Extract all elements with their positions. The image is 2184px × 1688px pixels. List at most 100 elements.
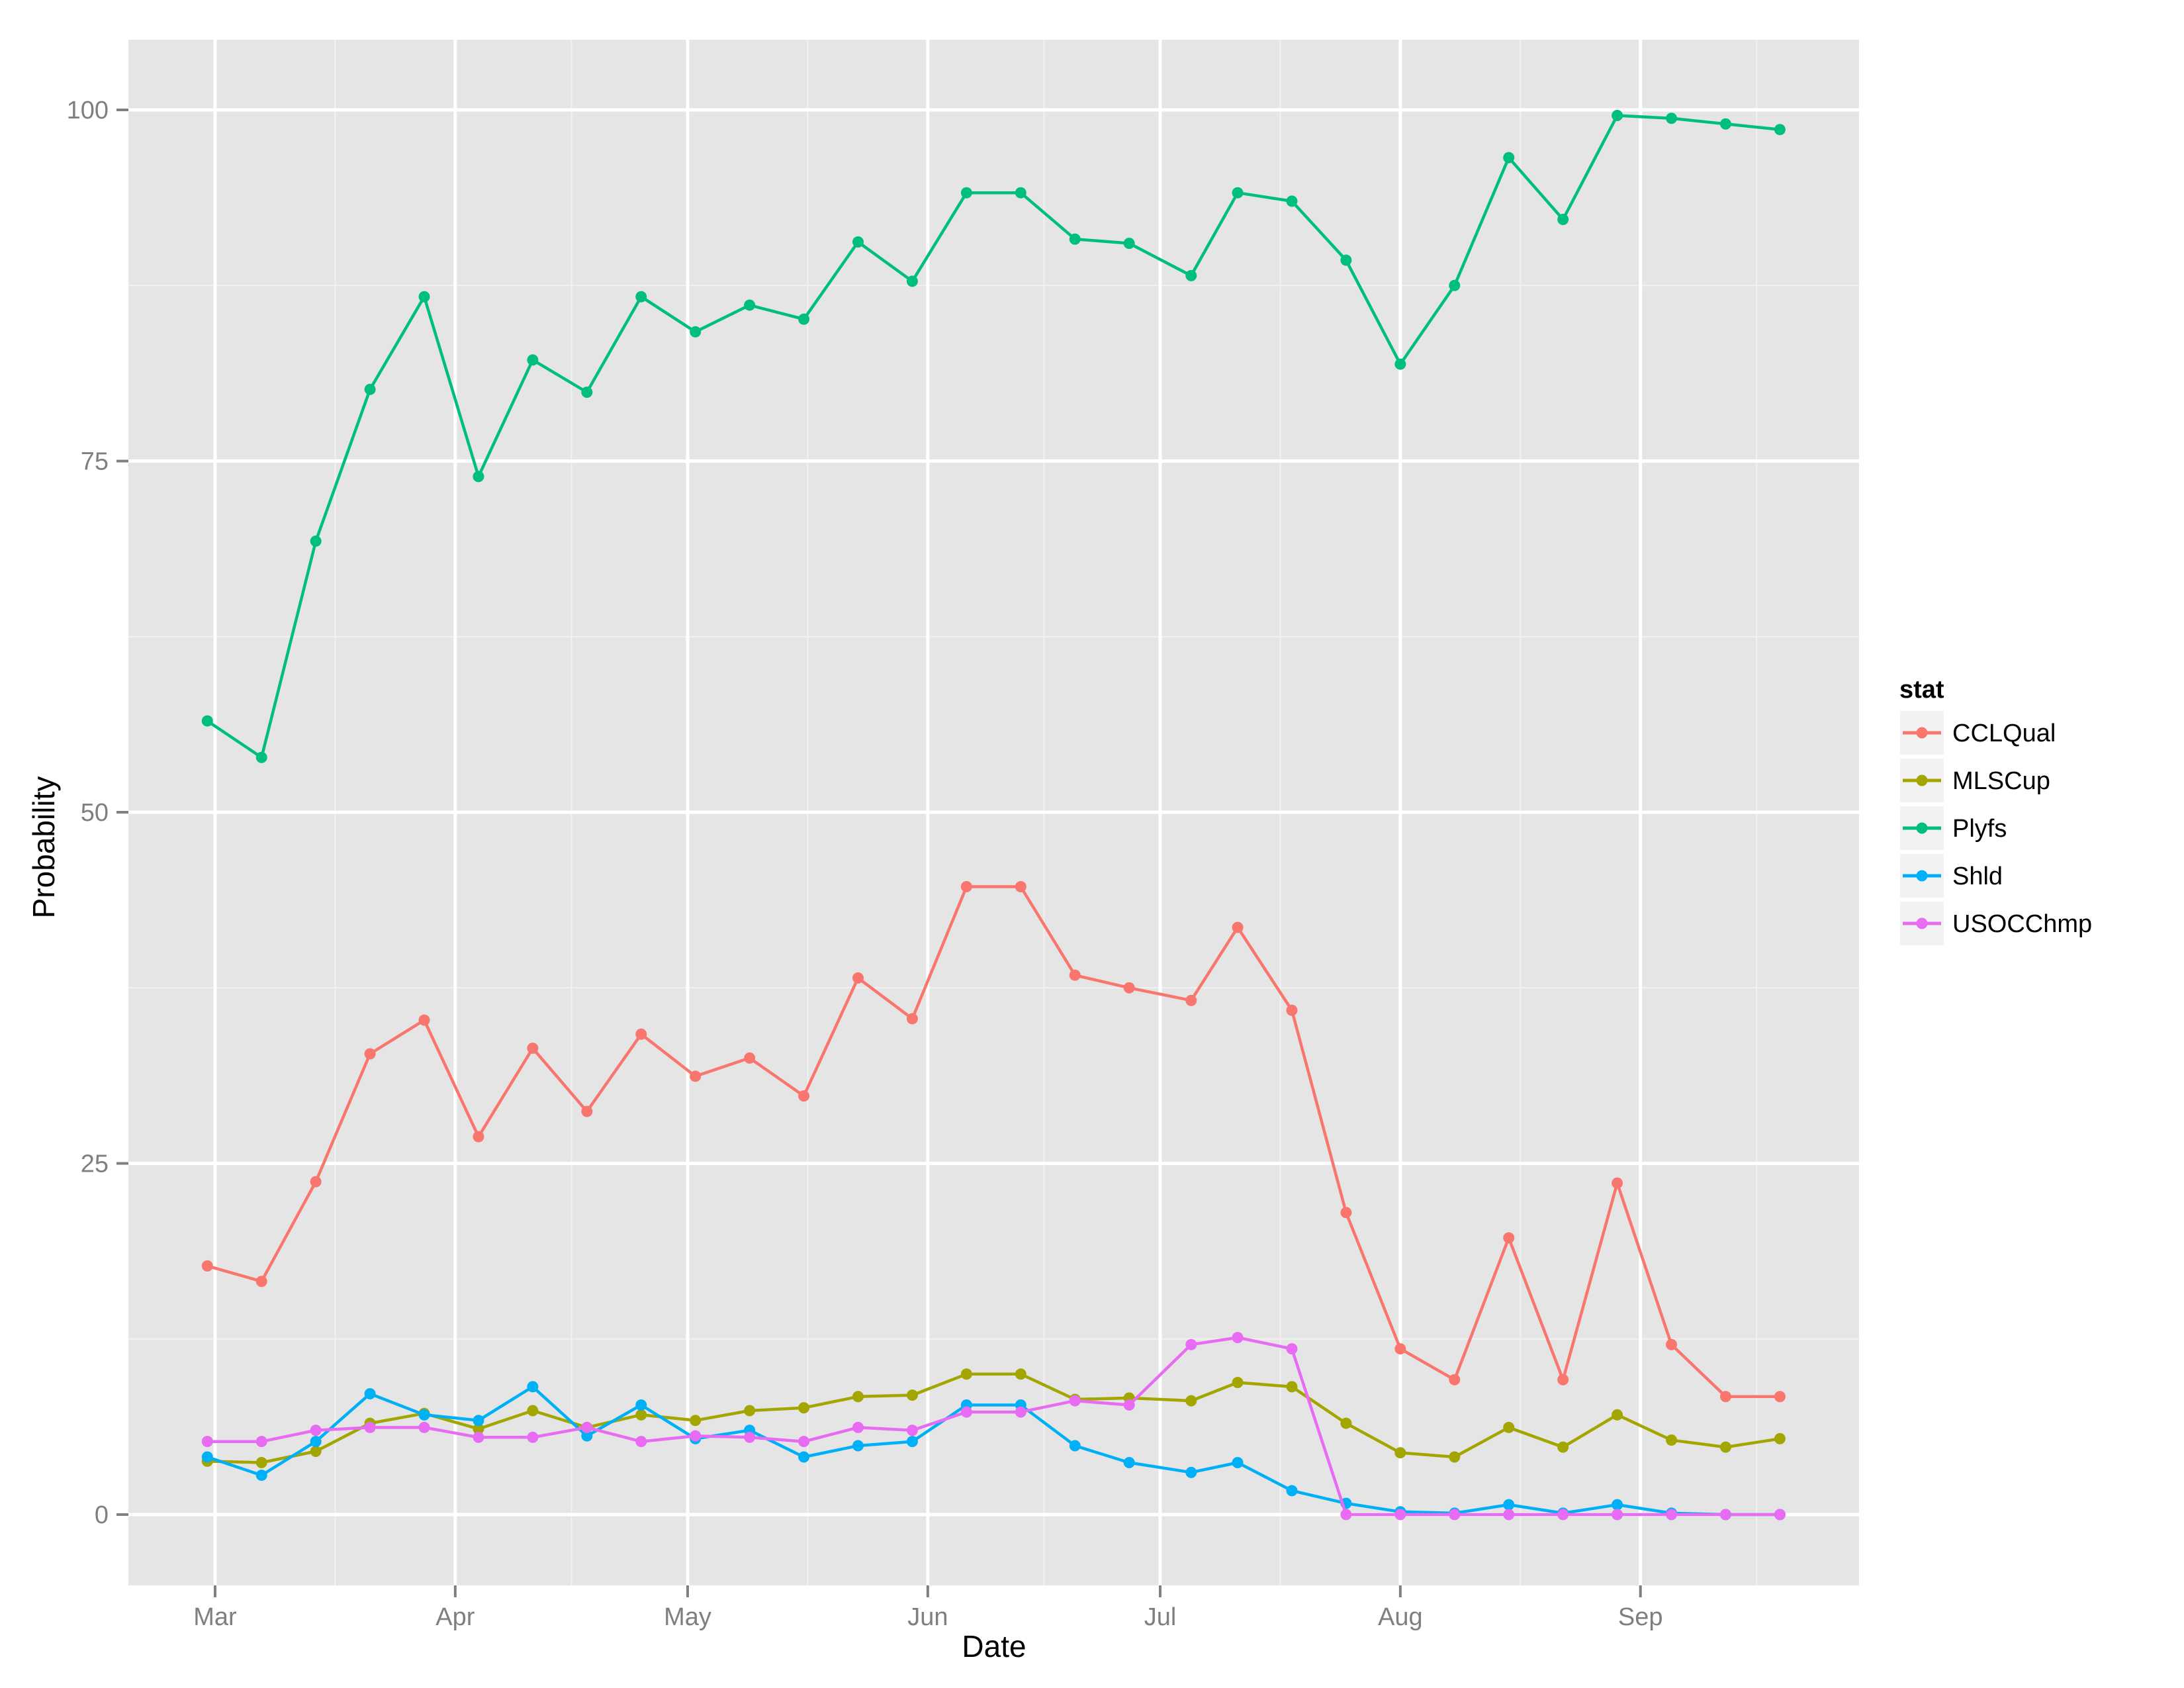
legend-item-mlscup: MLSCup: [1900, 759, 2050, 802]
legend-marker-icon: [1916, 870, 1928, 882]
data-point: [1232, 1377, 1244, 1389]
data-point: [1612, 1177, 1623, 1189]
data-point: [1069, 969, 1081, 981]
data-point: [1557, 214, 1569, 226]
data-point: [1449, 279, 1461, 291]
data-point: [744, 1052, 756, 1064]
data-point: [1394, 1447, 1406, 1459]
data-point: [473, 1431, 484, 1443]
data-point: [1069, 1395, 1081, 1407]
data-point: [1340, 1417, 1352, 1429]
data-point: [1612, 1499, 1623, 1511]
data-point: [1015, 187, 1026, 199]
data-point: [1394, 1343, 1406, 1355]
data-point: [1719, 1509, 1731, 1521]
data-point: [690, 1070, 702, 1082]
x-axis: Mar Apr May Jun Jul Aug Sep: [193, 1585, 1663, 1631]
data-point: [1774, 1391, 1786, 1403]
x-tick-label: May: [664, 1603, 711, 1631]
data-point: [635, 1436, 647, 1448]
data-point: [310, 535, 322, 547]
data-point: [1612, 1509, 1623, 1521]
data-point: [310, 1425, 322, 1436]
data-point: [1774, 124, 1786, 136]
data-point: [906, 1425, 918, 1436]
data-point: [364, 1048, 376, 1060]
data-point: [1449, 1509, 1461, 1521]
legend: stat CCLQual MLSCup Plyfs Shld USOCChmp: [1899, 676, 2092, 945]
data-point: [255, 1456, 267, 1468]
data-point: [635, 1399, 647, 1411]
series-lines: [201, 109, 1786, 1521]
data-point: [1286, 1004, 1298, 1016]
y-tick-label: 100: [67, 97, 109, 124]
y-tick-label: 25: [81, 1150, 109, 1178]
data-point: [1286, 1343, 1298, 1355]
data-point: [364, 1388, 376, 1400]
data-point: [1123, 1399, 1135, 1411]
data-point: [527, 354, 539, 366]
legend-label: Plyfs: [1952, 815, 2007, 843]
data-point: [201, 715, 213, 727]
data-point: [635, 1028, 647, 1040]
data-point: [364, 383, 376, 395]
data-point: [473, 1131, 484, 1143]
data-point: [690, 1430, 702, 1442]
data-point: [527, 1405, 539, 1417]
data-point: [1286, 1381, 1298, 1393]
series-mlscup: [201, 1368, 1786, 1468]
data-point: [852, 236, 864, 248]
data-point: [201, 1260, 213, 1272]
data-point: [1123, 238, 1135, 250]
data-point: [527, 1381, 539, 1393]
data-point: [798, 313, 810, 325]
data-point: [1666, 1338, 1678, 1350]
legend-marker-icon: [1916, 917, 1928, 929]
data-point: [473, 471, 484, 483]
data-point: [581, 1421, 593, 1433]
data-point: [690, 1415, 702, 1427]
data-point: [1123, 982, 1135, 994]
legend-label: CCLQual: [1952, 720, 2056, 747]
x-tick-label: Aug: [1378, 1603, 1423, 1631]
x-tick-label: Jul: [1144, 1603, 1177, 1631]
data-point: [1612, 1409, 1623, 1421]
data-point: [960, 1368, 972, 1380]
data-point: [1015, 1368, 1026, 1380]
y-tick-label: 50: [81, 799, 109, 827]
series-usocchmp: [201, 1332, 1786, 1521]
data-point: [852, 1391, 864, 1403]
series-cclqual: [201, 880, 1786, 1403]
data-point: [1394, 358, 1406, 370]
x-tick-label: Mar: [193, 1603, 237, 1631]
data-point: [1557, 1374, 1569, 1385]
x-tick-label: Sep: [1618, 1603, 1663, 1631]
data-point: [798, 1090, 810, 1102]
data-point: [418, 1421, 430, 1433]
data-point: [906, 275, 918, 287]
data-point: [1069, 1440, 1081, 1452]
data-point: [201, 1436, 213, 1448]
data-point: [744, 299, 756, 311]
data-point: [310, 1436, 322, 1448]
data-point: [255, 1436, 267, 1448]
data-point: [527, 1042, 539, 1054]
y-axis: 0 25 50 75 100: [67, 97, 128, 1529]
data-point: [1232, 1332, 1244, 1344]
data-point: [1232, 921, 1244, 933]
legend-item-plyfs: Plyfs: [1900, 806, 2007, 850]
data-point: [960, 187, 972, 199]
x-tick-label: Jun: [907, 1603, 948, 1631]
data-point: [1719, 118, 1731, 130]
data-point: [906, 1436, 918, 1448]
data-point: [1185, 269, 1197, 281]
data-point: [798, 1451, 810, 1463]
data-point: [1503, 152, 1515, 164]
legend-item-shld: Shld: [1900, 854, 2003, 898]
data-point: [1449, 1451, 1461, 1463]
data-point: [635, 1409, 647, 1421]
data-point: [1719, 1441, 1731, 1453]
data-point: [473, 1423, 484, 1435]
data-point: [1185, 994, 1197, 1006]
data-point: [581, 1430, 593, 1442]
